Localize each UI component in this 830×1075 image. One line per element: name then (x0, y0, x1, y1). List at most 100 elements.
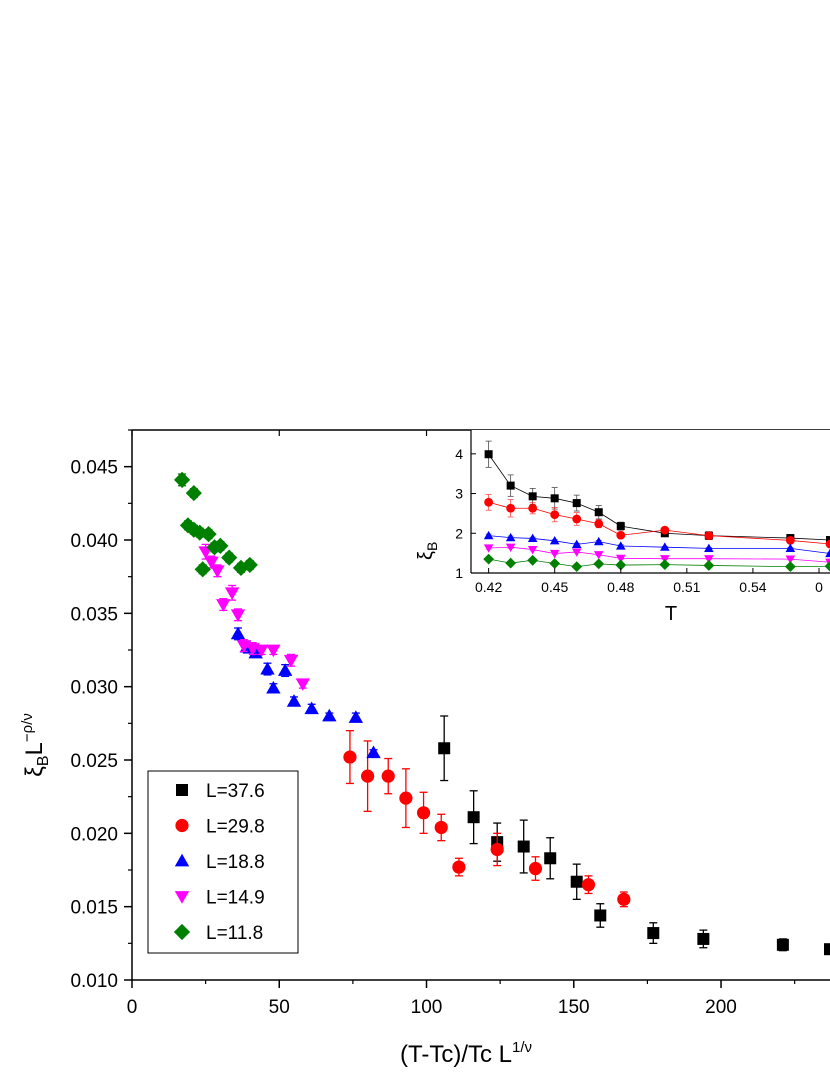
y-tick-label: 0.040 (70, 531, 118, 552)
data-point (467, 811, 480, 824)
inset-x-tick-label: 0.51 (673, 579, 700, 595)
data-point (212, 537, 229, 554)
series-triangle-down (198, 543, 311, 691)
inset-y-tick-label: 3 (455, 486, 463, 502)
inset-data-point (483, 553, 495, 565)
legend-label: L=11.8 (206, 923, 263, 944)
x-tick-label: 50 (269, 997, 290, 1018)
data-point (204, 556, 219, 570)
legend-box (147, 770, 299, 954)
data-point (570, 875, 583, 888)
inset-data-point (505, 543, 516, 552)
legend-item: L=29.8 (175, 817, 265, 838)
legend-label: L=14.9 (206, 888, 265, 909)
main-plot: 0 50 100 150 200 0.010 0.015 0.020 0.025 0.030 0.0… (70, 429, 830, 1018)
data-point (230, 609, 246, 622)
data-point (194, 561, 211, 578)
inset-axes: 0.42 0.45 0.48 0.51 0.54 0 1 2 3 4 (455, 430, 830, 595)
data-point (230, 626, 246, 640)
data-point (594, 909, 607, 922)
data-point (490, 842, 504, 857)
inset-data-point (527, 554, 539, 566)
data-point (348, 710, 364, 723)
inset-x-tick-label: 0.48 (607, 579, 634, 595)
y-axis-title: ξBL−ρ/ν (19, 713, 52, 777)
inset-data-point (549, 558, 561, 569)
legend-marker (173, 923, 191, 941)
inset-data-point (615, 554, 626, 564)
inset-data-point (571, 548, 582, 557)
inset-y-tick-label: 1 (455, 565, 463, 581)
inset-data-point (505, 532, 516, 542)
legend-item: L=37.6 (176, 781, 265, 802)
y-tick-label: 0.025 (70, 751, 118, 772)
legend-label: L=37.6 (206, 781, 265, 802)
inset-data-point (616, 522, 625, 531)
legend-items: L=37.6 L=29.8 L=18.8 L=14.9 L=11.8 (173, 781, 265, 944)
inset-data-point (528, 492, 537, 501)
inset-series-diamond (483, 553, 830, 573)
inset-data-point (784, 561, 796, 573)
y-tick-label: 0.010 (70, 971, 118, 992)
inset-plot: 0.42 0.45 0.48 0.51 0.54 0 1 2 3 4 (455, 430, 830, 595)
data-point (216, 599, 231, 612)
data-point (434, 820, 448, 835)
y-tick-label: 0.035 (70, 604, 118, 625)
data-point (697, 932, 710, 945)
data-point (617, 892, 631, 906)
data-point (248, 645, 263, 659)
inset-data-point (703, 560, 715, 571)
inset-data-point (505, 557, 517, 569)
legend-item: L=14.9 (174, 888, 265, 909)
inset-data-point (571, 539, 582, 548)
inset-x-tick-label: 0 (815, 579, 823, 595)
inset-x-axis-title: T (665, 603, 677, 625)
inset-data-point (785, 543, 796, 552)
inset-data-point (659, 559, 671, 571)
inset-data-point (704, 531, 714, 541)
data-point (544, 852, 557, 865)
data-point (528, 861, 543, 876)
data-point (776, 938, 789, 951)
x-tick-label: 150 (558, 997, 590, 1018)
inset-data-point (527, 545, 538, 555)
data-point (224, 587, 240, 600)
inset-data-point (506, 503, 516, 513)
inset-data-point (660, 542, 670, 551)
legend: L=37.6 L=29.8 L=18.8 L=14.9 L=11.8 (147, 770, 299, 954)
data-point (277, 663, 293, 676)
data-point (200, 526, 217, 543)
inset-series-triangle-up (483, 530, 830, 558)
x-tick-label: 100 (411, 997, 443, 1018)
inset-data-point (660, 525, 670, 535)
inset-series-square (484, 440, 830, 545)
inset-series-circle (484, 493, 830, 549)
inset-data-point (594, 519, 604, 529)
inset-data-point (528, 503, 538, 513)
data-point (381, 769, 395, 783)
data-point (438, 742, 451, 755)
data-point (266, 680, 281, 694)
data-point (452, 860, 466, 874)
inset-background (471, 430, 830, 573)
inset-data-point (550, 510, 560, 520)
inset-x-tick-label: 0.45 (541, 579, 568, 595)
inset-data-point (615, 559, 627, 571)
inset-data-point (825, 539, 830, 549)
data-point (286, 694, 302, 707)
legend-marker (174, 891, 190, 904)
inset-data-point (506, 481, 515, 490)
x-tick-label: 0 (127, 997, 138, 1018)
data-point (221, 549, 238, 566)
inset-data-point (704, 543, 714, 552)
inset-data-point (826, 536, 830, 545)
inset-data-point (616, 530, 626, 540)
data-point (517, 840, 530, 853)
data-point (185, 484, 202, 502)
legend-label: L=29.8 (206, 817, 265, 838)
data-point (399, 791, 413, 805)
inset-y-tick-label: 2 (455, 525, 463, 541)
inset-data-point (593, 551, 604, 560)
inset-data-point (483, 544, 494, 553)
data-point (173, 471, 191, 488)
